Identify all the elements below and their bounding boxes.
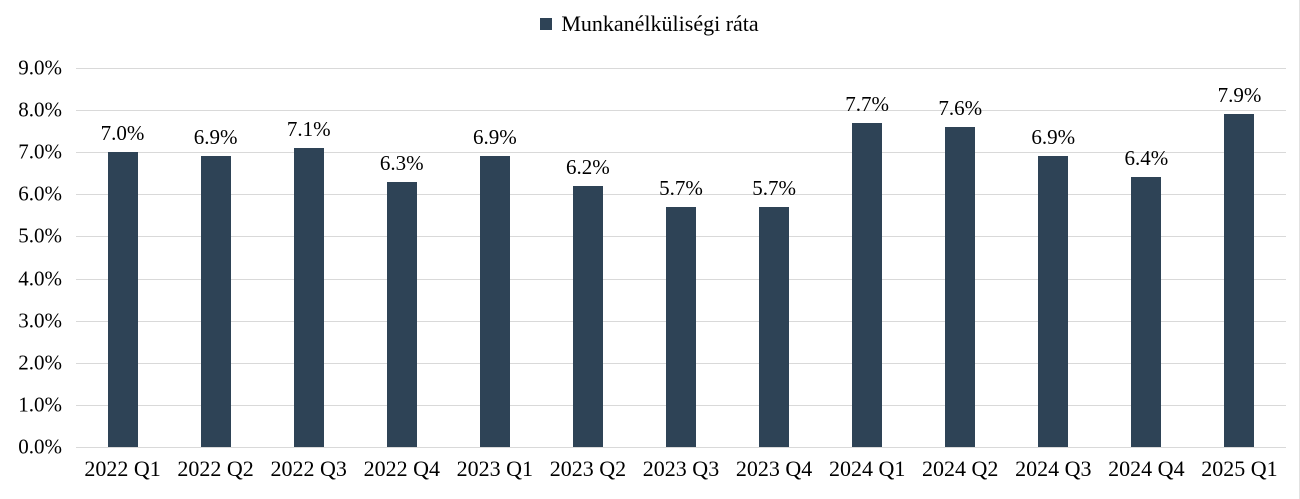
x-axis-tick-label: 2024 Q4: [1108, 456, 1185, 481]
y-axis-tick-label: 4.0%: [18, 266, 62, 291]
bar-value-label: 7.7%: [845, 91, 890, 116]
bar: [107, 152, 138, 447]
bar-value-label: 6.3%: [379, 150, 424, 175]
x-axis-tick-label: 2022 Q3: [270, 456, 347, 481]
bar-value-label: 6.2%: [566, 154, 610, 179]
x-axis-tick-label: 2023 Q1: [456, 456, 534, 481]
x-axis-tick-label: 2024 Q3: [1015, 456, 1092, 481]
gridline: [76, 110, 1286, 112]
y-axis-tick-label: 7.0%: [18, 139, 62, 164]
bar-value-label: 7.0%: [100, 121, 145, 146]
bar: [293, 148, 324, 447]
bar: [1038, 156, 1069, 447]
gridline: [76, 447, 1286, 448]
y-axis-tick-label: 5.0%: [18, 223, 62, 248]
x-axis-tick-label: 2024 Q2: [922, 456, 999, 481]
legend-marker-square-icon: [540, 18, 553, 30]
bar: [386, 181, 417, 447]
bar-value-label: 6.9%: [193, 125, 238, 150]
y-axis-tick-label: 2.0%: [18, 350, 62, 375]
y-axis-tick-label: 0.0%: [18, 434, 62, 459]
bar-value-label: 5.7%: [659, 175, 703, 200]
bar: [572, 185, 603, 447]
y-axis-tick-label: 1.0%: [18, 392, 62, 417]
x-axis-tick-label: 2023 Q4: [735, 456, 813, 481]
bar-value-label: 7.6%: [938, 95, 983, 120]
bar: [479, 156, 510, 447]
x-axis-tick-label: 2024 Q1: [828, 456, 906, 481]
bar-value-label: 7.1%: [286, 117, 331, 141]
gridline: [76, 68, 1286, 69]
bar: [759, 206, 790, 447]
bar-value-label: 5.7%: [752, 175, 796, 200]
x-axis-tick-label: 2022 Q1: [84, 456, 161, 481]
gridline: [76, 194, 1286, 196]
bar: [200, 156, 231, 447]
bar: [945, 126, 976, 447]
y-axis-tick-label: 3.0%: [18, 308, 62, 333]
bar: [852, 122, 883, 447]
x-axis-tick-label: 2025 Q1: [1201, 456, 1278, 481]
x-axis-tick-label: 2022 Q2: [177, 456, 254, 481]
bar: [1131, 177, 1162, 447]
legend: Munkanélküliségi ráta: [0, 13, 1299, 35]
y-axis-tick-label: 8.0%: [18, 97, 62, 122]
bar: [1224, 114, 1255, 447]
x-axis-tick-label: 2023 Q3: [642, 456, 720, 481]
y-axis-tick-label: 9.0%: [18, 55, 62, 80]
x-axis-tick-label: 2022 Q4: [363, 456, 440, 481]
x-axis-tick-label: 2023 Q2: [549, 456, 627, 481]
gridline: [76, 152, 1286, 154]
bar-value-label: 7.9%: [1217, 83, 1262, 108]
legend-label: Munkanélküliségi ráta: [561, 11, 759, 36]
bar-value-label: 6.9%: [1031, 125, 1076, 150]
bar-value-label: 6.4%: [1124, 146, 1169, 171]
y-axis-tick-label: 6.0%: [18, 181, 62, 206]
bar: [666, 206, 696, 447]
bar-value-label: 6.9%: [472, 125, 517, 150]
